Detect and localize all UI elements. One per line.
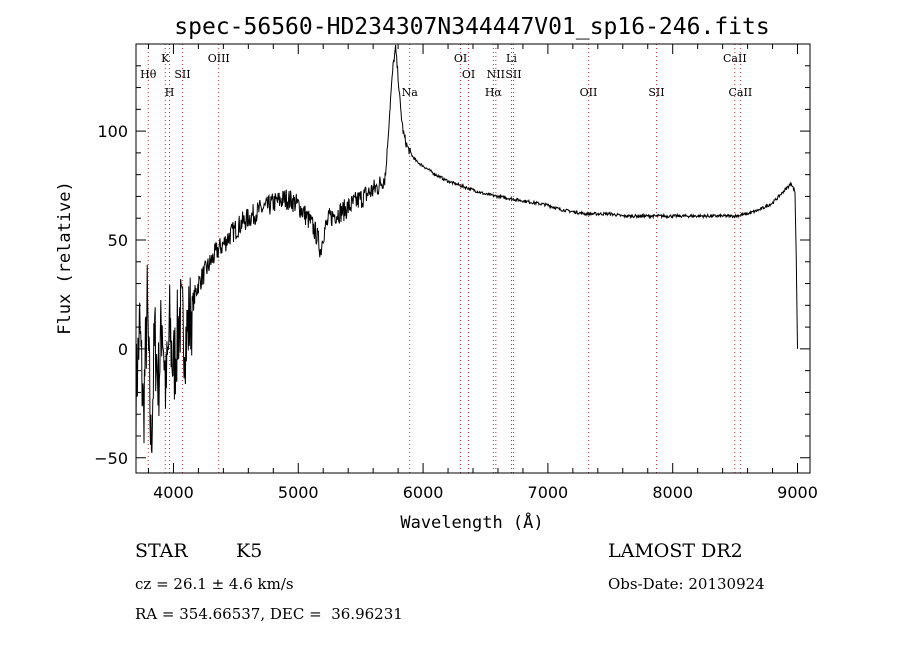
chart-title: spec-56560-HD234307N344447V01_sp16-246.f…: [174, 14, 769, 40]
line-label-3: SII: [174, 68, 190, 81]
y-axis: −50 0 50 100: [94, 43, 810, 468]
line-label-7: OI: [462, 68, 475, 81]
line-label-6: OI: [454, 52, 467, 65]
x-tick-label-2: 6000: [403, 483, 444, 502]
object-class: STAR: [135, 540, 188, 562]
y-tick-label-2: 50: [108, 231, 128, 250]
line-label-1: K: [161, 52, 170, 65]
y-tick-label-3: 100: [97, 122, 128, 141]
line-label-13: SII: [648, 86, 664, 99]
y-tick-label-0: −50: [94, 449, 128, 468]
x-axis-label: Wavelength (Å): [400, 511, 543, 533]
line-label-0: Hθ: [140, 68, 157, 81]
x-tick-label-0: 4000: [153, 483, 194, 502]
observation-date: Obs-Date: 20130924: [608, 575, 765, 593]
line-label-4: OIII: [208, 52, 230, 65]
x-tick-label-4: 8000: [652, 483, 693, 502]
plot-frame: [135, 43, 811, 474]
y-axis-label: Flux (relative): [55, 181, 75, 335]
line-label-10: Li: [506, 52, 517, 65]
object-subclass: K5: [236, 540, 263, 562]
line-label-15: CaII: [729, 86, 753, 99]
x-tick-label-1: 5000: [278, 483, 319, 502]
spectrum-series-line: [135, 44, 798, 453]
spectrum-chart: spec-56560-HD234307N344447V01_sp16-246.f…: [55, 14, 818, 533]
line-label-11: SII: [505, 68, 521, 81]
line-label-9: NII: [487, 68, 505, 81]
x-tick-label-3: 7000: [528, 483, 569, 502]
line-label-2: H: [165, 86, 175, 99]
y-tick-label-1: 0: [118, 340, 128, 359]
line-label-14: CaII: [723, 52, 747, 65]
spectral-line-markers: [147, 44, 741, 473]
line-label-8: Hα: [485, 86, 503, 99]
line-label-12: OII: [580, 86, 598, 99]
coordinates: RA = 354.66537, DEC = 36.96231: [135, 605, 403, 623]
line-label-5: Na: [402, 86, 419, 99]
survey-name: LAMOST DR2: [608, 540, 743, 562]
x-axis: 4000 5000 6000 7000 8000 9000: [147, 44, 818, 502]
redshift-value: cz = 26.1 ± 4.6 km/s: [135, 575, 294, 593]
x-tick-label-5: 9000: [777, 483, 818, 502]
